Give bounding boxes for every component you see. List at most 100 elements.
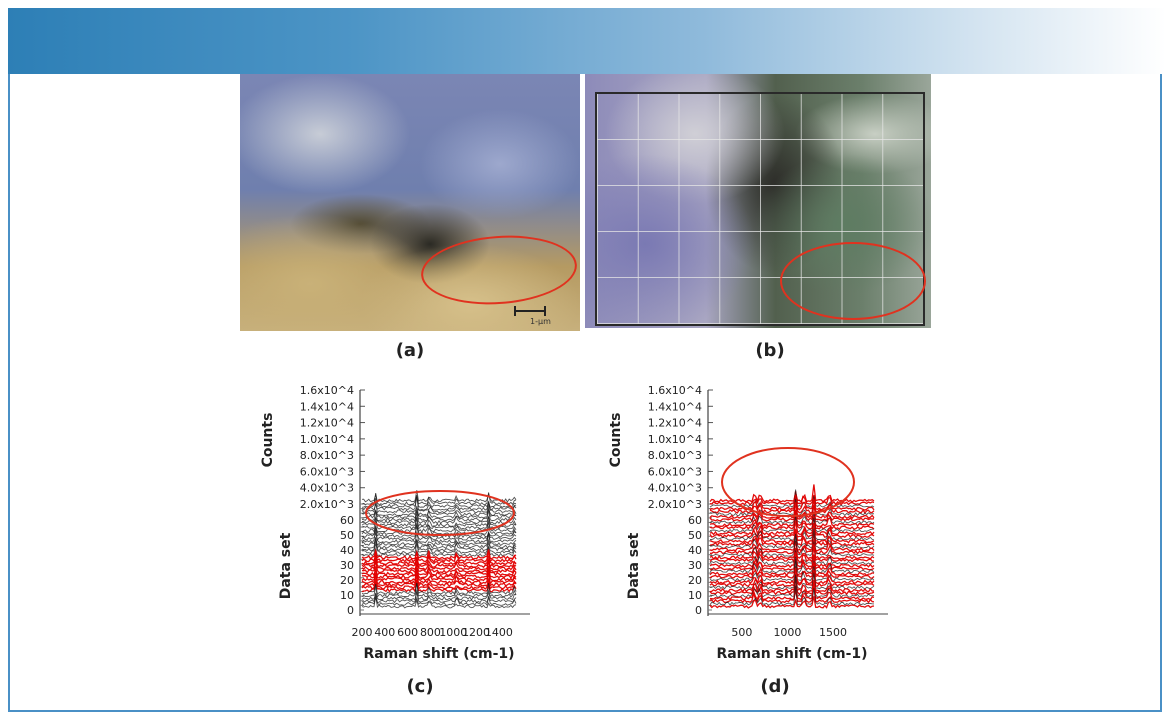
spectrum-trace <box>709 550 875 566</box>
spectrum-trace <box>361 533 517 547</box>
x-tick-label: 1000 <box>439 626 467 639</box>
dataset-axis-title: Data set <box>626 532 642 599</box>
y-tick-label: 1.4x10^4 <box>648 400 702 413</box>
spectrum-trace <box>361 530 517 541</box>
y-tick-label: 2.0x10^3 <box>648 498 702 511</box>
spectrum-trace <box>361 501 517 514</box>
highlight-ellipse <box>721 447 855 517</box>
spectrum-trace <box>361 583 517 598</box>
spectrum-trace-red <box>709 543 875 564</box>
dataset-tick-label: 10 <box>688 589 702 602</box>
panel-label-a: (a) <box>395 340 425 361</box>
x-axis-title: Raman shift (cm-1) <box>363 646 514 662</box>
spectrum-trace-red <box>709 563 875 577</box>
x-tick-label: 400 <box>374 626 395 639</box>
x-tick-label: 200 <box>352 626 373 639</box>
spectrum-trace-red <box>709 596 875 609</box>
spectrum-trace <box>709 537 875 558</box>
spectrum-trace-red <box>709 546 875 561</box>
spectrum-trace-red <box>709 562 875 579</box>
spectrum-trace-red <box>709 522 875 539</box>
raman-plot-c: 1.6x10^4 1.4x10^4 1.2x10^4 1.0x10^4 8.0x10^3… <box>260 384 530 662</box>
spectrum-trace <box>361 591 517 604</box>
dataset-tick-label: 0 <box>347 604 354 617</box>
spectrum-trace-red <box>361 559 517 574</box>
y-tick-label: 2.0x10^3 <box>300 498 354 511</box>
dataset-tick-label: 0 <box>695 604 702 617</box>
spectrum-trace <box>709 586 875 606</box>
dataset-axis-title: Data set <box>278 532 294 599</box>
x-tick-label: 800 <box>420 626 441 639</box>
y-tick-label: 4.0x10^3 <box>300 482 354 495</box>
figure-frame <box>8 74 1162 712</box>
dataset-tick-label: 40 <box>688 544 702 557</box>
spectrum-trace <box>361 492 517 506</box>
spectrum-trace-red <box>709 509 875 523</box>
x-tick-label: 1200 <box>462 626 490 639</box>
y-tick-label: 8.0x10^3 <box>300 449 354 462</box>
scale-bar-label: 1-µm <box>530 317 551 326</box>
raman-plot-d: 1.6x10^4 1.4x10^4 1.2x10^4 1.0x10^4 8.0x10^3… <box>608 384 888 662</box>
spectrum-trace-red <box>709 578 875 593</box>
spectrum-trace <box>361 595 517 609</box>
spectrum-trace <box>709 512 875 525</box>
spectrum-trace <box>361 524 517 536</box>
spectrum-trace-red <box>709 520 875 536</box>
y-tick-label: 1.4x10^4 <box>300 400 354 413</box>
spectrum-trace <box>710 530 875 549</box>
dataset-tick-label: 10 <box>340 589 354 602</box>
y-tick-label: 1.0x10^4 <box>648 433 702 446</box>
spectrum-trace <box>709 489 875 509</box>
y-tick-label: 4.0x10^3 <box>648 482 702 495</box>
header-banner <box>8 8 1166 74</box>
spectrum-trace <box>361 546 517 558</box>
panel-label-d: (d) <box>760 676 790 697</box>
x-tick-label: 1000 <box>773 626 801 639</box>
spectrum-trace <box>709 577 875 598</box>
spectrum-trace <box>361 495 517 509</box>
raman-chart-c: 1.6x10^4 1.4x10^4 1.2x10^4 1.0x10^4 8.0x10^3… <box>250 378 550 668</box>
highlight-ellipse-b <box>780 242 926 320</box>
spectrum-trace-red <box>709 510 875 528</box>
y-axis-title: Counts <box>260 413 276 468</box>
spectrum-trace <box>709 498 875 517</box>
micrograph-a: 1-µm <box>240 74 580 331</box>
spectrum-trace-red <box>709 569 875 586</box>
spectrum-trace-red <box>709 582 875 604</box>
y-tick-label: 6.0x10^3 <box>648 465 702 478</box>
spectrum-trace <box>361 516 517 528</box>
y-tick-label: 1.2x10^4 <box>648 417 702 430</box>
spectrum-trace-red <box>709 568 875 587</box>
y-tick-label: 1.6x10^4 <box>648 384 702 397</box>
spectrum-trace <box>361 505 517 517</box>
dataset-tick-label: 30 <box>688 559 702 572</box>
spectrum-trace <box>709 515 875 533</box>
spectrum-trace <box>361 589 517 601</box>
spectrum-trace <box>361 543 517 555</box>
dataset-tick-label: 20 <box>340 574 354 587</box>
spectrum-trace-red <box>709 494 875 515</box>
spectrum-trace-red <box>710 541 875 556</box>
x-tick-label: 1500 <box>819 626 847 639</box>
y-tick-label: 6.0x10^3 <box>300 465 354 478</box>
spectrum-trace-red <box>361 568 517 582</box>
spectrum-trace-red <box>709 554 875 572</box>
spectrum-trace-red <box>709 496 875 512</box>
spectrum-trace-red <box>709 515 875 531</box>
dataset-tick-label: 60 <box>340 514 354 527</box>
spectrum-trace-red <box>709 502 875 520</box>
spectrum-trace <box>361 539 517 552</box>
spectrum-trace-red <box>709 552 875 569</box>
spectrum-trace-red <box>361 579 517 591</box>
y-tick-label: 1.0x10^4 <box>300 433 354 446</box>
spectrum-trace-red <box>361 574 517 588</box>
panel-label-c: (c) <box>406 676 434 697</box>
dataset-tick-label: 20 <box>688 574 702 587</box>
dataset-tick-label: 50 <box>688 529 702 542</box>
spectrum-trace-red <box>709 484 875 504</box>
dataset-tick-label: 40 <box>340 544 354 557</box>
y-tick-label: 1.6x10^4 <box>300 384 354 397</box>
dataset-tick-label: 50 <box>340 529 354 542</box>
spectrum-trace <box>710 528 875 541</box>
panel-label-b: (b) <box>755 340 785 361</box>
